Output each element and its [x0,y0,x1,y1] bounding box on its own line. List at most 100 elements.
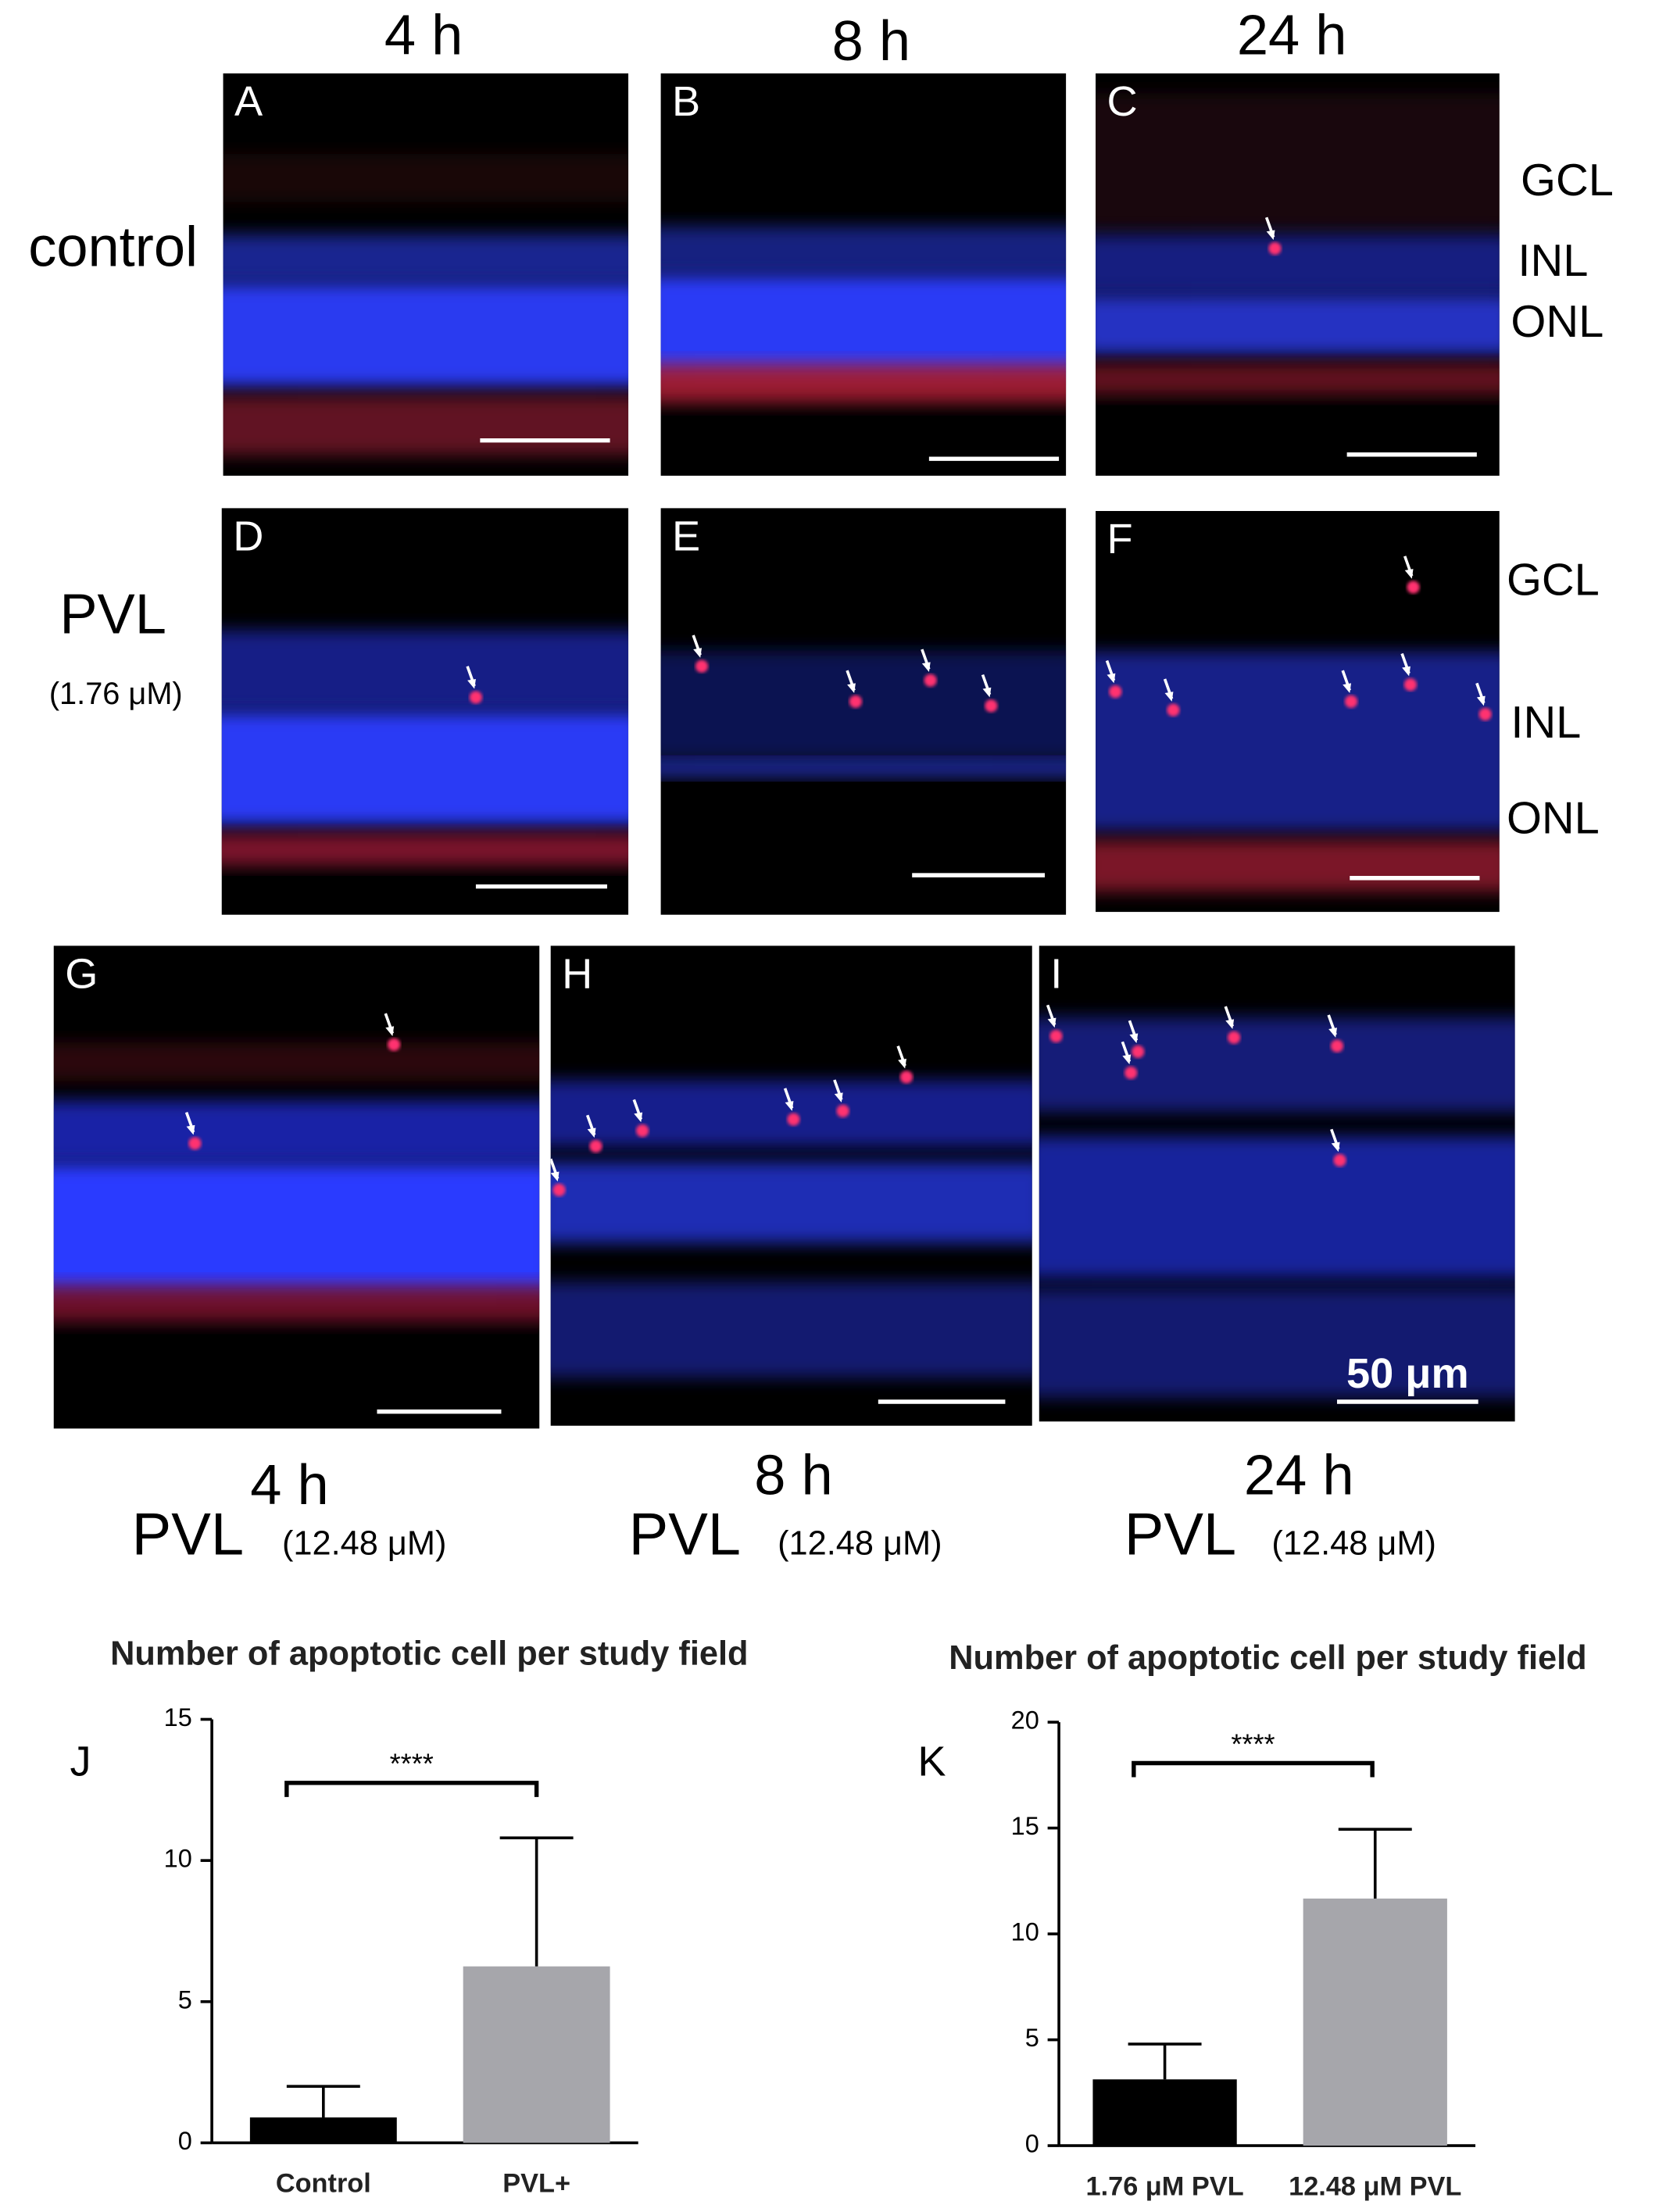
y-tick-label: 10 [1011,1918,1039,1946]
chart-title: Number of apoptotic cell per study field [949,1639,1586,1677]
apoptotic-cell [1330,1039,1344,1052]
tissue-band [223,234,629,283]
y-tick-label: 0 [1025,2130,1039,2158]
bottom-time: 4 h [250,1454,328,1517]
tissue-band [660,363,1067,404]
bottom-dose: (12.48 μM) [282,1525,446,1563]
arrow-head [847,683,856,694]
arrow-head [1343,683,1352,694]
arrow-head [634,1112,643,1123]
micrograph-panel: B [660,73,1067,476]
micrograph-panel: D [221,508,629,915]
bar-chart: Number of apoptotic cell per study field… [917,1639,1586,2201]
layer-label: INL [1511,698,1581,748]
x-tick-label: Control [276,2169,371,2199]
arrow-head [550,1171,560,1182]
arrow-head [1122,1054,1132,1065]
apoptotic-cell [635,1124,649,1138]
bottom-time: 8 h [754,1444,832,1506]
arrow-head [1164,691,1174,702]
y-tick-label: 0 [178,2127,192,2155]
tissue-band [1096,93,1500,234]
tissue-band [1096,839,1500,892]
arrow-head [186,1124,195,1135]
bottom-dose: (12.48 μM) [1271,1525,1436,1563]
panel-content [221,630,629,867]
tissue-band [1096,295,1500,356]
panel-content [660,634,1067,777]
panel-letter: I [1050,951,1062,998]
apoptotic-cell [1344,695,1358,709]
layer-label: ONL [1507,794,1600,844]
arrow-head [587,1127,596,1138]
y-tick-label: 10 [164,1845,192,1873]
tissue-band [550,1281,1032,1378]
tissue-band [53,1042,540,1081]
x-tick-label: 1.76 μM PVL [1085,2171,1243,2201]
tissue-band [223,395,629,456]
bar [249,2117,397,2143]
tissue-band [221,833,629,867]
x-tick-label: 12.48 μM PVL [1289,2171,1461,2201]
significance-bracket [1132,1760,1375,1778]
micrograph-panel: H [550,945,1032,1426]
apoptotic-cell [469,691,483,704]
column-header: 4 h [384,5,463,67]
panel-letter: B [672,78,700,125]
bottom-dose: (12.48 μM) [778,1525,942,1563]
tissue-band [1096,363,1500,395]
bottom-time: 24 h [1244,1444,1354,1506]
apoptotic-cell [1109,685,1122,699]
apoptotic-cell [1268,241,1282,256]
tissue-band [550,1161,1032,1244]
tissue-band [1039,1017,1515,1113]
layer-label: GCL [1507,555,1600,605]
y-tick-label: 5 [178,1985,192,2014]
y-tick-label: 5 [1025,2024,1039,2052]
panel-content [550,1045,1032,1378]
micrograph-panel: G [53,945,540,1429]
arrow-head [898,1058,906,1069]
bottom-drug: PVL [629,1501,741,1567]
tissue-band [221,630,629,712]
x-tick-label: PVL+ [502,2169,570,2199]
y-tick-label: 15 [164,1703,192,1731]
tissue-band [53,1100,540,1163]
micrographs: A B C D E F G H I [53,73,1515,1429]
bottom-drug: PVL [1124,1501,1236,1567]
significance-bracket [284,1781,539,1797]
significance-label: **** [390,1748,434,1780]
apoptotic-cell [899,1070,914,1084]
apoptotic-cell [836,1104,849,1117]
panel-content [1096,93,1500,395]
panel-content [1039,1004,1515,1398]
layer-label: ONL [1511,297,1604,347]
column-header: 8 h [832,10,910,73]
bar [463,1966,610,2143]
apoptotic-cell [1124,1066,1138,1080]
arrow-head [834,1092,843,1102]
panel-letter: H [562,951,592,998]
panel-letter: A [234,78,263,125]
arrow-head [1404,569,1414,579]
arrow-head [467,678,476,689]
tissue-band [1096,234,1500,295]
apoptotic-cell [1049,1029,1063,1043]
apoptotic-cell [1167,703,1180,716]
micrograph-panel: E [660,508,1067,915]
tissue-band [223,282,629,388]
panel-letter: D [233,513,263,559]
tissue-band [660,274,1067,376]
arrow-head [1266,230,1275,241]
arrow-head [1225,1019,1235,1030]
apoptotic-cell [787,1113,800,1126]
bottom-drug: PVL [132,1501,244,1567]
arrow-head [1129,1033,1139,1044]
row-label: control [28,216,198,279]
arrow-head [693,648,702,658]
apoptotic-cell [188,1137,202,1150]
panel-letter: C [1107,78,1138,125]
apoptotic-cell [552,1183,566,1197]
tissue-band [660,226,1067,275]
